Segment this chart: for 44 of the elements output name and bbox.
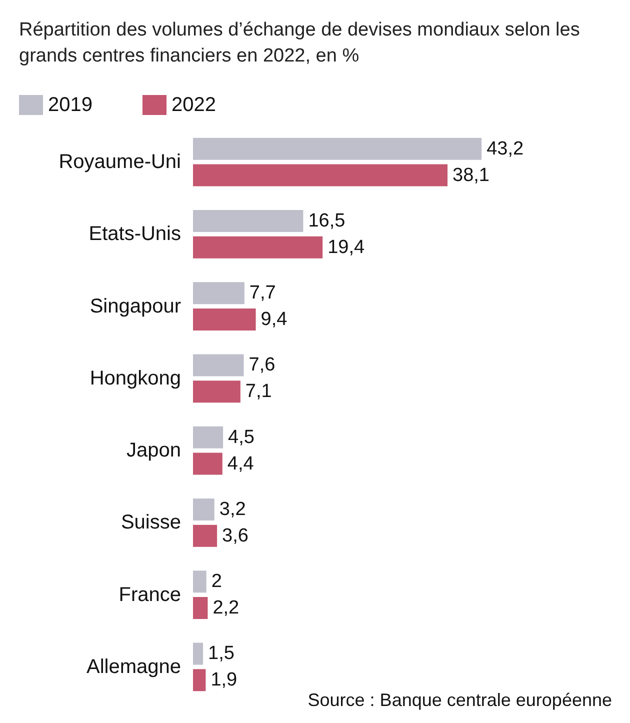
data-label: 4,4 <box>227 453 254 474</box>
data-label: 3,6 <box>222 525 248 546</box>
data-label: 2 <box>211 571 222 592</box>
bar <box>193 452 222 475</box>
bar <box>193 380 240 403</box>
bar <box>193 138 482 160</box>
data-label: 19,4 <box>328 236 366 258</box>
bar <box>193 597 208 620</box>
y-tick-label: Allemagne <box>86 656 181 678</box>
bar <box>193 570 206 593</box>
bar <box>193 354 244 376</box>
data-label: 1,9 <box>210 670 238 691</box>
y-tick-label: France <box>118 584 181 606</box>
bar <box>193 164 448 186</box>
bar <box>193 210 304 232</box>
bar <box>193 236 323 258</box>
bar <box>193 282 244 304</box>
data-label: 7,6 <box>248 354 276 376</box>
data-label: 7,7 <box>249 282 276 304</box>
y-tick-label: Suisse <box>120 512 181 534</box>
legend-label: 2019 <box>48 94 92 116</box>
data-label: 1,5 <box>208 643 234 664</box>
y-tick-label: Hongkong <box>90 367 181 390</box>
y-tick-label: Royaume-Uni <box>58 151 181 174</box>
bar <box>193 642 204 665</box>
annotation: Source : Banque centrale européenne <box>308 690 612 710</box>
bar <box>193 524 218 547</box>
data-label: 16,5 <box>308 210 346 232</box>
data-label: 9,4 <box>260 309 288 330</box>
data-label: 2,2 <box>212 598 240 619</box>
legend-label: 2022 <box>171 94 216 116</box>
data-label: 43,2 <box>486 138 524 160</box>
data-label: 38,1 <box>452 164 490 186</box>
chart-title: Répartition des volumes d’échange de devises mondiaux selon les grands centres financiers en 2022, en % <box>19 20 586 66</box>
y-tick-label: Japon <box>126 440 181 462</box>
bar <box>193 426 224 448</box>
bar <box>193 308 256 331</box>
y-tick-label: Singapour <box>90 295 182 318</box>
bar <box>193 498 214 520</box>
data-label: 4,5 <box>228 426 254 448</box>
bar <box>193 669 206 692</box>
y-tick-label: Etats-Unis <box>88 223 181 246</box>
data-label: 7,1 <box>245 381 272 402</box>
data-label: 3,2 <box>219 498 246 520</box>
